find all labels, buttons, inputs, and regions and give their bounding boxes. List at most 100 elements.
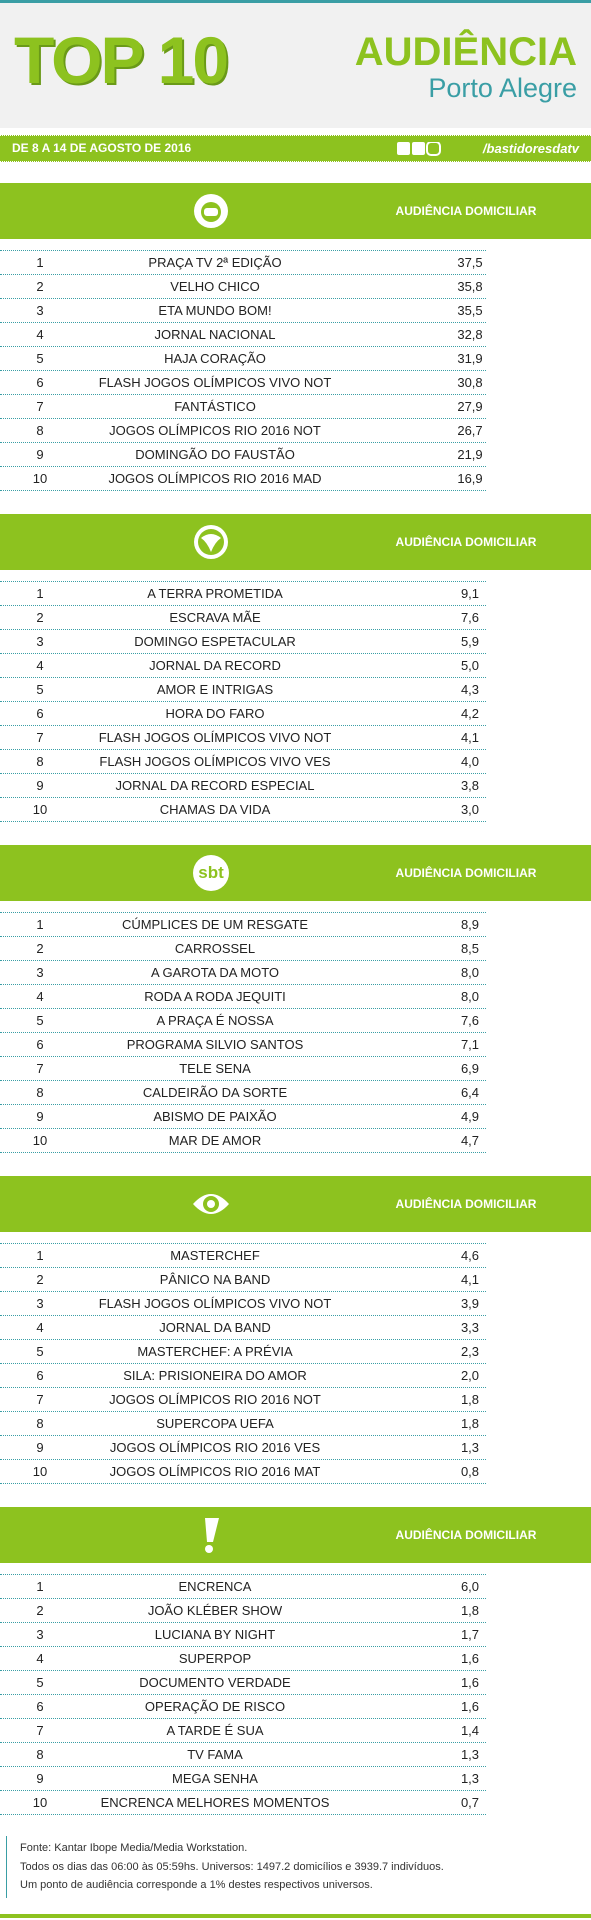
program: A TERRA PROMETIDA xyxy=(147,586,283,601)
rank: 10 xyxy=(32,1795,48,1810)
title: TOP 10 xyxy=(14,23,229,97)
table-row: 6 SILA: PRISIONEIRA DO AMOR 2,0 xyxy=(0,1363,486,1387)
rank: 8 xyxy=(36,423,44,438)
rating: 1,3 xyxy=(460,1771,480,1786)
rank: 5 xyxy=(36,1013,44,1028)
rating: 2,0 xyxy=(460,1368,480,1383)
table-row: 5 MASTERCHEF: A PRÉVIA 2,3 xyxy=(0,1339,486,1363)
table-row: 10 CHAMAS DA VIDA 3,0 xyxy=(0,797,486,822)
table-row: 1 A TERRA PROMETIDA 9,1 xyxy=(0,581,486,605)
rank: 5 xyxy=(36,682,44,697)
program: JORNAL DA RECORD xyxy=(149,658,281,673)
table-row: 8 SUPERCOPA UEFA 1,8 xyxy=(0,1411,486,1435)
table-row: 4 JORNAL DA RECORD 5,0 xyxy=(0,653,486,677)
rating: 30,8 xyxy=(457,375,483,390)
rating: 1,8 xyxy=(460,1416,480,1431)
table-row: 6 PROGRAMA SILVIO SANTOS 7,1 xyxy=(0,1032,486,1056)
footer-line: Fonte: Kantar Ibope Media/Media Workstat… xyxy=(20,1842,248,1854)
rating: 4,0 xyxy=(460,754,480,769)
network-logo xyxy=(194,525,228,559)
program: JORNAL DA BAND xyxy=(159,1320,271,1335)
rating: 4,1 xyxy=(460,730,480,745)
program: TELE SENA xyxy=(179,1061,251,1076)
rating: 9,1 xyxy=(460,586,480,601)
rating: 3,8 xyxy=(460,778,480,793)
rank: 8 xyxy=(36,754,44,769)
rating: 4,9 xyxy=(460,1109,480,1124)
program: SUPERCOPA UEFA xyxy=(156,1416,274,1431)
social-icons xyxy=(397,142,441,156)
rating: 3,0 xyxy=(460,802,480,817)
table-row: 9 MEGA SENHA 1,3 xyxy=(0,1766,486,1790)
table-row: 1 MASTERCHEF 4,6 xyxy=(0,1243,486,1267)
table-row: 5 A PRAÇA É NOSSA 7,6 xyxy=(0,1008,486,1032)
rating: 31,9 xyxy=(457,351,483,366)
brand: AUDIÊNCIA xyxy=(354,30,577,74)
program: FLASH JOGOS OLÍMPICOS VIVO NOT xyxy=(98,1296,332,1311)
program: JOGOS OLÍMPICOS RIO 2016 NOT xyxy=(109,423,321,438)
program: MASTERCHEF xyxy=(170,1248,260,1263)
rank: 3 xyxy=(36,634,44,649)
program: HAJA CORAÇÃO xyxy=(164,351,266,366)
program: SUPERPOP xyxy=(178,1651,252,1666)
table-row: 4 SUPERPOP 1,6 xyxy=(0,1646,486,1670)
city: Porto Alegre xyxy=(428,73,577,103)
table-row: 8 JOGOS OLÍMPICOS RIO 2016 NOT 26,7 xyxy=(0,418,486,442)
table-row: 9 JORNAL DA RECORD ESPECIAL 3,8 xyxy=(0,773,486,797)
column-title: AUDIÊNCIA DOMICILIAR xyxy=(395,204,537,218)
rank: 3 xyxy=(36,1627,44,1642)
rank: 4 xyxy=(36,1651,44,1666)
rank: 3 xyxy=(36,1296,44,1311)
rating: 7,6 xyxy=(460,1013,480,1028)
network-logo xyxy=(205,1518,219,1553)
rank: 3 xyxy=(36,303,44,318)
rank: 10 xyxy=(32,802,48,817)
rating: 1,6 xyxy=(460,1675,480,1690)
table-row: 9 ABISMO DE PAIXÃO 4,9 xyxy=(0,1104,486,1128)
program: MEGA SENHA xyxy=(172,1771,258,1786)
rank: 6 xyxy=(36,375,44,390)
table-row: 6 OPERAÇÃO DE RISCO 1,6 xyxy=(0,1694,486,1718)
rating: 1,6 xyxy=(460,1651,480,1666)
rank: 9 xyxy=(36,1771,44,1786)
table-row: 10 MAR DE AMOR 4,7 xyxy=(0,1128,486,1153)
program: FLASH JOGOS OLÍMPICOS VIVO VES xyxy=(99,754,331,769)
program: FLASH JOGOS OLÍMPICOS VIVO NOT xyxy=(98,375,332,390)
rating: 4,1 xyxy=(460,1272,480,1287)
table-row: 4 JORNAL NACIONAL 32,8 xyxy=(0,322,486,346)
program: DOCUMENTO VERDADE xyxy=(139,1675,291,1690)
table-row: 7 JOGOS OLÍMPICOS RIO 2016 NOT 1,8 xyxy=(0,1387,486,1411)
rating: 7,6 xyxy=(460,610,480,625)
program: FLASH JOGOS OLÍMPICOS VIVO NOT xyxy=(98,730,332,745)
program: RODA A RODA JEQUITI xyxy=(144,989,286,1004)
rank: 7 xyxy=(36,730,44,745)
rank: 4 xyxy=(36,1320,44,1335)
program: CARROSSEL xyxy=(174,941,256,956)
rating: 3,9 xyxy=(460,1296,480,1311)
program: VELHO CHICO xyxy=(170,279,260,294)
program: ENCRENCA xyxy=(178,1579,252,1594)
rating: 4,3 xyxy=(460,682,480,697)
network-logo xyxy=(194,194,228,228)
rank: 9 xyxy=(36,1440,44,1455)
rank: 10 xyxy=(32,1133,48,1148)
rank: 2 xyxy=(36,1272,44,1287)
rank: 9 xyxy=(36,447,44,462)
rank: 5 xyxy=(36,1344,44,1359)
rank: 1 xyxy=(36,1248,44,1263)
column-title: AUDIÊNCIA DOMICILIAR xyxy=(395,1197,537,1211)
rating: 6,0 xyxy=(460,1579,480,1594)
rating: 37,5 xyxy=(457,255,483,270)
program: JOGOS OLÍMPICOS RIO 2016 MAD xyxy=(108,471,322,486)
program: JOGOS OLÍMPICOS RIO 2016 VES xyxy=(109,1440,321,1455)
program: ENCRENCA MELHORES MOMENTOS xyxy=(100,1795,330,1810)
table-row: 5 AMOR E INTRIGAS 4,3 xyxy=(0,677,486,701)
rank: 2 xyxy=(36,1603,44,1618)
rating: 26,7 xyxy=(457,423,483,438)
program: PROGRAMA SILVIO SANTOS xyxy=(126,1037,304,1052)
rating: 16,9 xyxy=(457,471,483,486)
table-row: 8 CALDEIRÃO DA SORTE 6,4 xyxy=(0,1080,486,1104)
rating: 4,6 xyxy=(460,1248,480,1263)
rating: 8,5 xyxy=(460,941,480,956)
rank: 7 xyxy=(36,1061,44,1076)
